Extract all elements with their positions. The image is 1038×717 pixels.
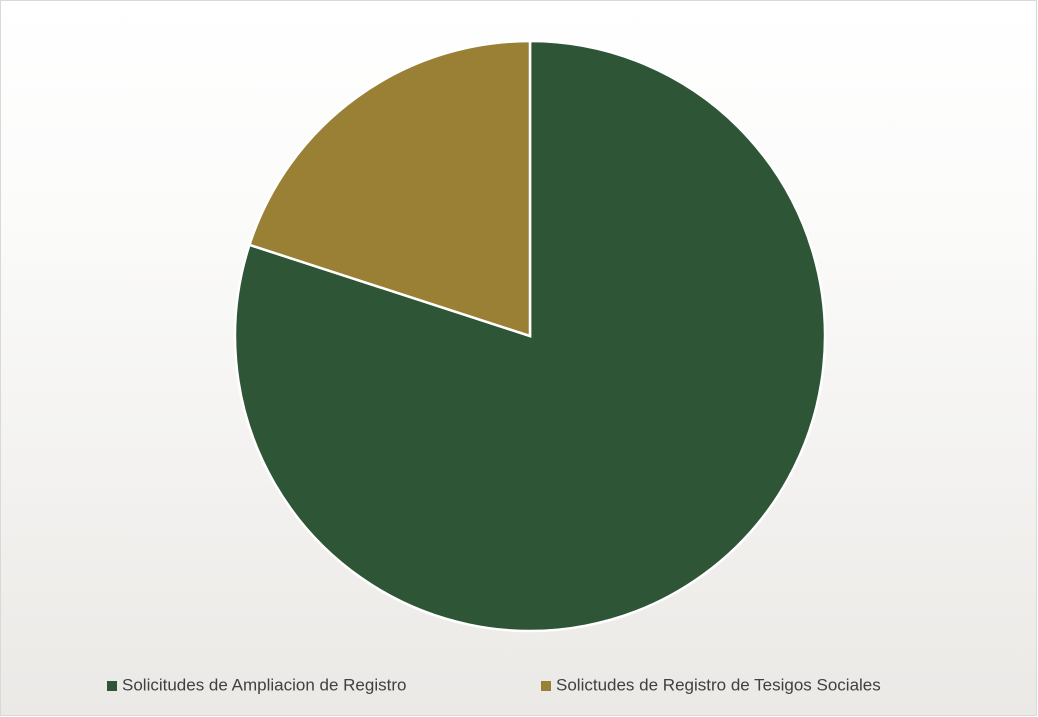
legend-swatch <box>107 681 117 691</box>
legend-label: Solicitudes de Ampliacion de Registro <box>122 675 406 694</box>
pie-slice <box>247 39 532 338</box>
legend-label: Solictudes de Registro de Tesigos Social… <box>556 675 881 694</box>
legend-swatch <box>541 681 551 691</box>
